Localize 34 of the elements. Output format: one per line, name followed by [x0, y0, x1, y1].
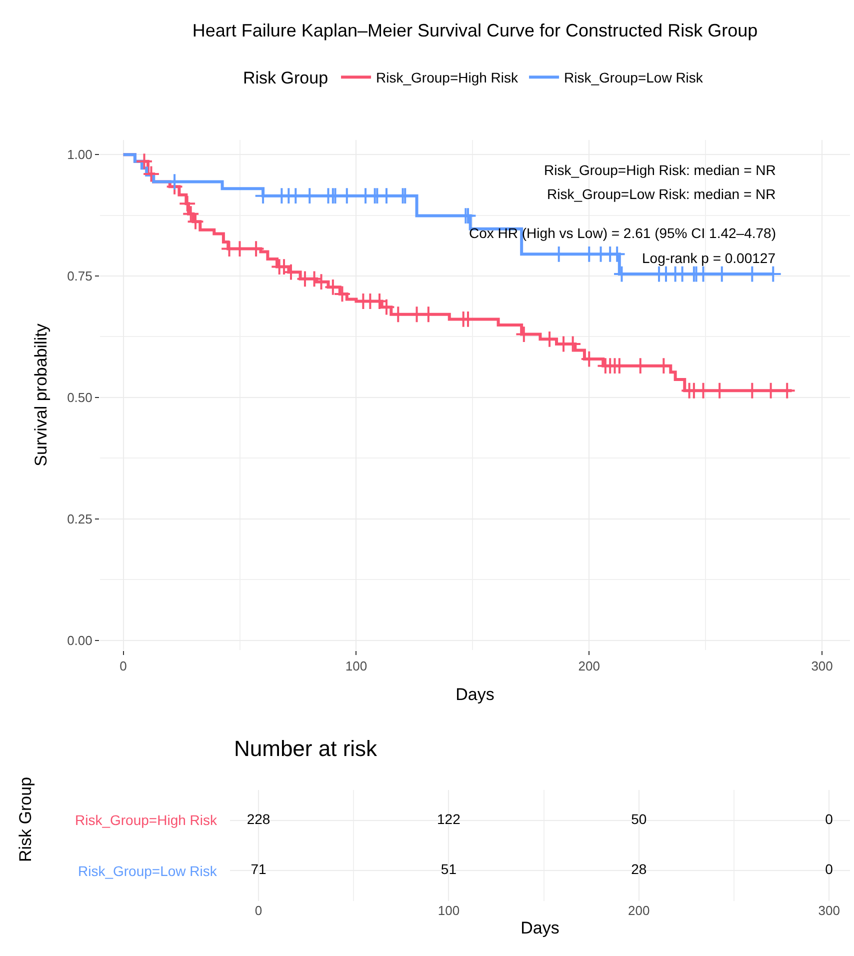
x-tick-label: 300 — [818, 903, 840, 918]
x-tick-label: 300 — [811, 658, 833, 674]
x-tick-label: 100 — [438, 903, 460, 918]
annotation: Risk_Group=Low Risk: median = NR — [547, 186, 776, 202]
data-label: 0 — [825, 810, 834, 827]
y-tick-label: Risk_Group=High Risk — [75, 812, 218, 828]
data-label: 28 — [631, 861, 647, 878]
x-tick-label: 100 — [345, 658, 368, 674]
x-tick-label: 0 — [120, 658, 127, 674]
x-axis-title: Days — [520, 918, 560, 938]
x-tick-label: 200 — [578, 658, 600, 674]
x-axis-title: Days — [456, 685, 494, 704]
legend-title: Risk Group — [243, 68, 328, 88]
annotation: Log-rank p = 0.00127 — [642, 250, 776, 266]
x-tick-label: 0 — [254, 903, 262, 918]
y-tick-label: 0.25 — [67, 511, 92, 526]
data-label: 122 — [437, 810, 461, 827]
data-label: 0 — [825, 861, 834, 878]
chart-title: Number at risk — [234, 736, 378, 761]
legend-label: Risk_Group=High Risk — [376, 70, 520, 86]
annotation: Risk_Group=High Risk: median = NR — [544, 162, 776, 178]
data-label: 51 — [440, 861, 457, 878]
legend-label: Risk_Group=Low Risk — [564, 70, 704, 86]
y-tick-label: 1.00 — [67, 147, 92, 162]
data-label: 71 — [250, 861, 267, 878]
y-tick-label: 0.50 — [67, 390, 92, 405]
y-axis-title: Survival probability — [32, 323, 51, 466]
y-tick-label: 0.75 — [67, 268, 92, 284]
y-axis-title: Risk Group — [16, 776, 35, 862]
x-tick-label: 200 — [628, 903, 650, 918]
data-label: 228 — [246, 810, 270, 827]
y-tick-label: 0.00 — [67, 632, 92, 648]
data-label: 50 — [631, 810, 647, 827]
chart-title: Heart Failure Kaplan–Meier Survival Curve for Constructed Risk Group — [192, 20, 758, 40]
